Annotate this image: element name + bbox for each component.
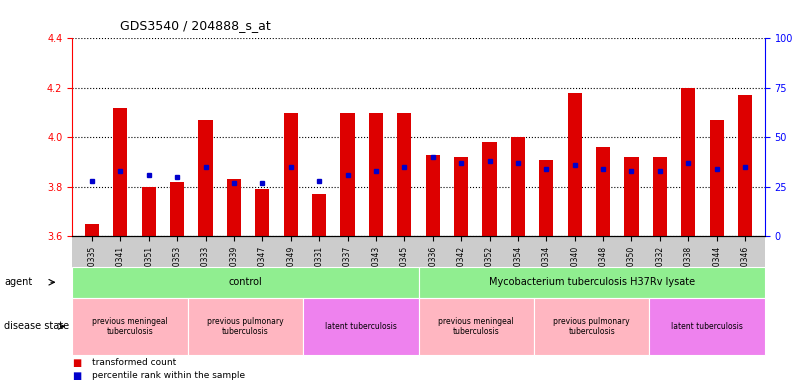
Text: previous meningeal
tuberculosis: previous meningeal tuberculosis <box>92 317 167 336</box>
Text: previous meningeal
tuberculosis: previous meningeal tuberculosis <box>438 317 514 336</box>
Bar <box>681 88 695 236</box>
Bar <box>368 113 383 236</box>
Text: ■: ■ <box>72 371 82 381</box>
Bar <box>85 224 99 236</box>
Bar <box>312 194 326 236</box>
Bar <box>625 157 638 236</box>
Bar <box>256 189 269 236</box>
Bar <box>284 113 298 236</box>
Text: GDS3540 / 204888_s_at: GDS3540 / 204888_s_at <box>120 19 271 32</box>
Bar <box>710 120 724 236</box>
Text: ■: ■ <box>72 358 82 368</box>
Text: control: control <box>228 277 262 287</box>
Text: latent tuberculosis: latent tuberculosis <box>671 322 743 331</box>
Bar <box>596 147 610 236</box>
Bar <box>539 159 553 236</box>
Bar <box>340 113 355 236</box>
Bar <box>511 137 525 236</box>
Text: latent tuberculosis: latent tuberculosis <box>325 322 396 331</box>
Bar <box>170 182 184 236</box>
Bar <box>482 142 497 236</box>
Bar <box>738 95 752 236</box>
Bar <box>227 179 241 236</box>
Bar <box>425 155 440 236</box>
Bar <box>113 108 127 236</box>
Text: transformed count: transformed count <box>92 358 176 367</box>
Text: agent: agent <box>4 277 32 287</box>
Bar <box>397 113 412 236</box>
Bar <box>454 157 469 236</box>
Text: disease state: disease state <box>4 321 69 331</box>
Text: previous pulmonary
tuberculosis: previous pulmonary tuberculosis <box>553 317 630 336</box>
Bar <box>199 120 212 236</box>
Text: Mycobacterium tuberculosis H37Rv lysate: Mycobacterium tuberculosis H37Rv lysate <box>489 277 694 287</box>
Bar <box>653 157 667 236</box>
Text: percentile rank within the sample: percentile rank within the sample <box>92 371 245 380</box>
Text: previous pulmonary
tuberculosis: previous pulmonary tuberculosis <box>207 317 284 336</box>
Bar <box>568 93 582 236</box>
Bar <box>142 187 156 236</box>
